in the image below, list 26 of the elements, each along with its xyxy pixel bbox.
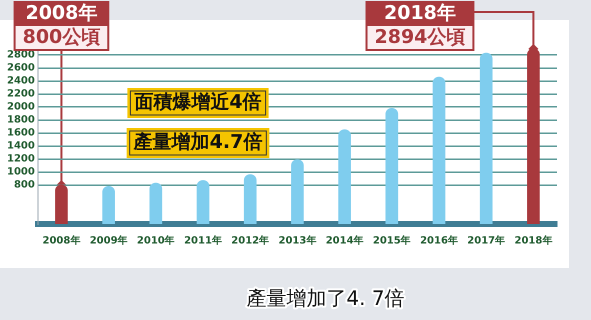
x-tick-label: 2012年 [231, 234, 270, 247]
x-tick-label: 2015年 [372, 234, 411, 247]
x-tick-label: 2017年 [467, 234, 506, 247]
y-tick-label: 800 [14, 180, 35, 191]
text: 產量增加了4. 7倍 [246, 286, 405, 310]
y-tick-label: 1400 [6, 140, 35, 152]
y-tick-label: 2200 [6, 88, 35, 100]
annotation: 面積爆增近4倍 [133, 90, 262, 113]
y-tick-label: 1000 [6, 166, 35, 178]
x-tick-label: 2014年 [326, 234, 364, 247]
y-tick-label: 1800 [6, 114, 35, 126]
annotation: 產量增加4.7倍 [132, 130, 262, 153]
x-tick-label: 2016年 [420, 234, 458, 247]
x-tick-label: 2018年 [514, 234, 552, 247]
y-tick-label: 1200 [6, 154, 35, 165]
y-tick-label: 2000 [6, 102, 35, 113]
x-tick-label: 2010年 [136, 234, 175, 247]
x-tick-label: 2011年 [184, 234, 222, 247]
x-tick-label: 2008年 [42, 234, 80, 247]
x-tick-label: 2013年 [278, 234, 316, 247]
y-tick-label: 2400 [6, 76, 35, 87]
annotation: 2008年 800公頃 [22, 2, 100, 48]
x-tick-label: 2009年 [90, 234, 128, 247]
y-tick-label: 2600 [6, 62, 35, 74]
y-tick-label: 1600 [6, 128, 35, 139]
annotation: 2018年 2894公頃 [374, 2, 466, 48]
